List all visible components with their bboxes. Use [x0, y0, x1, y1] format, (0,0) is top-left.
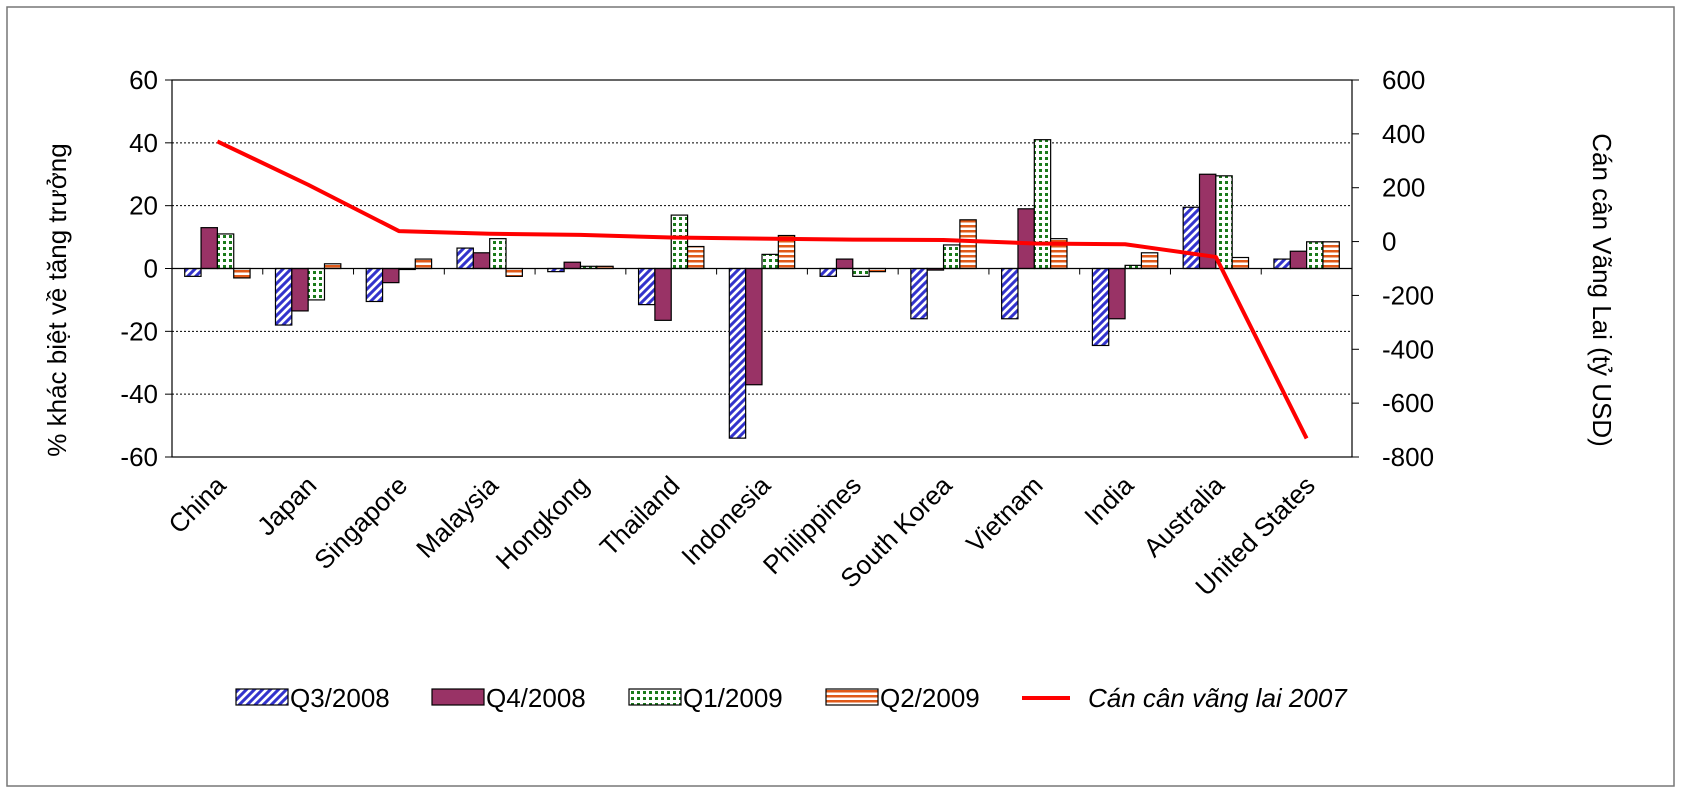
bar-q3-2008-indonesia [728, 267, 747, 439]
bar-q3-2008-philippines [819, 267, 838, 277]
legend-swatch [431, 688, 485, 706]
bar-q4-2008-hongkong [563, 261, 582, 270]
right-tick-label: 400 [1382, 119, 1425, 149]
right-tick-label: 200 [1382, 173, 1425, 203]
bar-q1-2009-united-states [1306, 241, 1324, 270]
right-tick-label: -400 [1382, 334, 1434, 364]
left-tick-label: 40 [129, 128, 158, 158]
right-tick-label: -600 [1382, 388, 1434, 418]
bar-q3-2008-thailand [637, 267, 656, 306]
bar-q2-2009-japan [323, 263, 342, 270]
bar-q1-2009-malaysia [489, 238, 507, 270]
current-account-line [216, 139, 1309, 440]
legend-label: Q4/2008 [486, 683, 586, 713]
bar-q3-2008-united-states [1273, 258, 1291, 270]
bar-q3-2008-china [184, 267, 202, 277]
bar-q3-2008-japan [274, 267, 293, 326]
bar-q4-2008-malaysia [472, 252, 491, 270]
bar-q1-2009-vietnam [1033, 139, 1052, 270]
left-tick-label: 60 [129, 65, 158, 95]
axes-layer [165, 79, 1359, 458]
bar-q1-2009-south-korea [942, 244, 961, 270]
left-tick-label: -60 [120, 442, 158, 472]
right-tick-labels: 600 400 200 0 -200 -400 -600 -800 [1382, 65, 1434, 472]
bar-q3-2008-australia [1182, 206, 1201, 270]
line-layer [216, 139, 1309, 440]
right-tick-label: 0 [1382, 227, 1396, 257]
legend-label: Q1/2009 [683, 683, 783, 713]
bar-q1-2009-japan [307, 267, 326, 301]
bar-q2-2009-singapore [414, 258, 433, 270]
bar-q4-2008-united-states [1289, 250, 1308, 270]
bar-q1-2009-philippines [852, 267, 870, 277]
legend-swatch [235, 688, 289, 706]
right-tick-label: -800 [1382, 442, 1434, 472]
bar-q4-2008-japan [291, 267, 309, 312]
bar-q2-2009-thailand [686, 245, 705, 270]
left-axis-title: % khác biệt về tăng trưởng [42, 143, 72, 456]
bar-q3-2008-south-korea [910, 267, 928, 320]
bar-q4-2008-china [200, 227, 218, 270]
bar-q3-2008-singapore [365, 267, 384, 303]
outer-border [6, 6, 1675, 787]
left-tick-label: -40 [120, 379, 158, 409]
left-tick-label: -20 [120, 316, 158, 346]
bar-q2-2009-china [233, 267, 251, 279]
legend: Q3/2008 Q4/2008 Q1/2009 Q2/2009 Cán cân vãng… [235, 683, 1348, 713]
bar-q1-2009-china [216, 233, 235, 270]
left-tick-label: 0 [144, 254, 158, 284]
legend-swatch [825, 688, 879, 706]
bar-q2-2009-india [1140, 252, 1159, 270]
bar-q4-2008-singapore [381, 267, 400, 284]
bar-q4-2008-thailand [654, 267, 672, 321]
bar-q2-2009-malaysia [505, 267, 523, 277]
legend-label: Q2/2009 [880, 683, 980, 713]
bar-q2-2009-south-korea [959, 219, 977, 270]
bar-q4-2008-indonesia [745, 267, 763, 386]
bar-q1-2009-thailand [670, 214, 689, 270]
bar-q4-2008-philippines [835, 258, 854, 270]
bar-q1-2009-australia [1215, 175, 1233, 270]
bar-q4-2008-india [1108, 267, 1126, 320]
right-tick-label: -200 [1382, 280, 1434, 310]
right-axis-title: Cán cân Vãng Lai (tỷ USD) [1587, 133, 1617, 447]
bar-q4-2008-vietnam [1017, 208, 1035, 270]
left-tick-label: 20 [129, 191, 158, 221]
left-tick-labels: 60 40 20 0 -20 -40 -60 [120, 65, 158, 472]
bar-q3-2008-vietnam [1001, 267, 1019, 320]
legend-label: Cán cân vãng lai 2007 [1088, 683, 1348, 713]
right-tick-label: 600 [1382, 65, 1425, 95]
bar-q3-2008-india [1091, 267, 1110, 347]
legend-swatch [628, 688, 682, 706]
bar-q2-2009-australia [1231, 256, 1250, 270]
bar-q2-2009-united-states [1322, 241, 1340, 270]
bar-q3-2008-malaysia [456, 247, 474, 270]
bar-q1-2009-indonesia [761, 253, 779, 270]
legend-label: Q3/2008 [290, 683, 390, 713]
